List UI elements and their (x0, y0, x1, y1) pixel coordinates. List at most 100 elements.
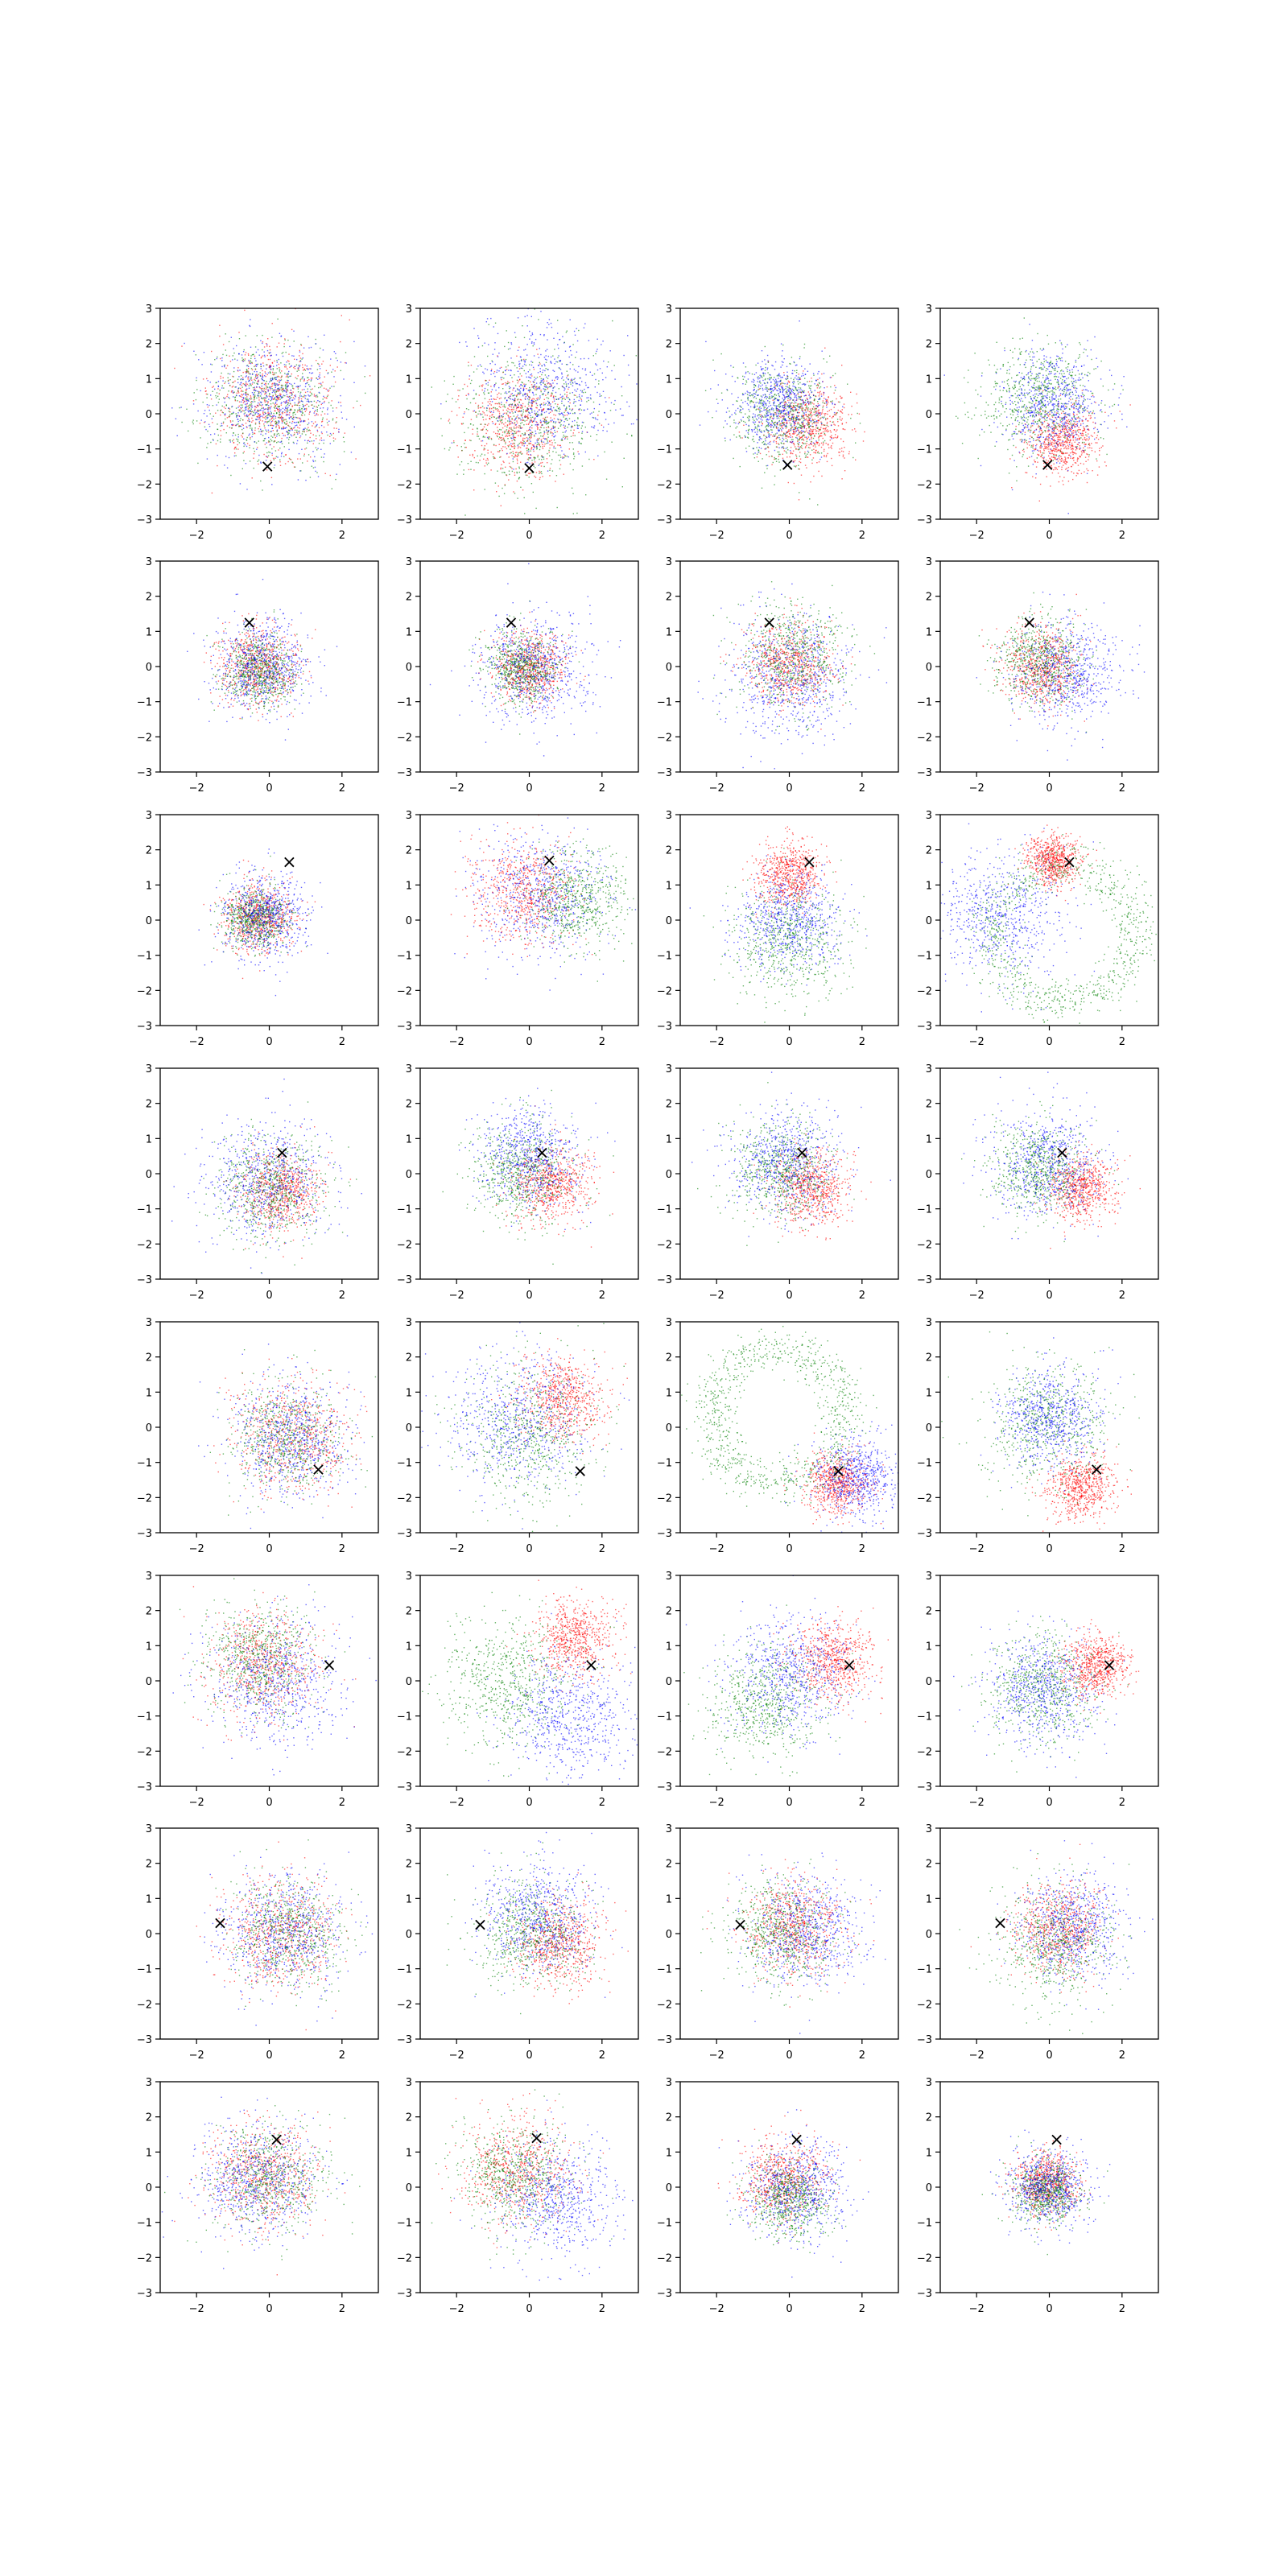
scatter-point (796, 415, 797, 416)
scatter-point (809, 434, 810, 435)
scatter-point (511, 468, 512, 469)
scatter-point (537, 424, 538, 425)
scatter-point (518, 446, 519, 447)
scatter-point (327, 396, 328, 397)
scatter-point (769, 374, 770, 375)
scatter-point (794, 443, 795, 444)
scatter-point (258, 397, 259, 398)
scatter-point (256, 443, 257, 444)
scatter-point (250, 413, 251, 414)
scatter-point (478, 407, 479, 408)
scatter-point (526, 354, 527, 355)
scatter-point (776, 458, 777, 459)
scatter-point (242, 379, 243, 380)
scatter-point (534, 355, 535, 356)
scatter-point (793, 451, 794, 452)
scatter-point (272, 323, 273, 324)
scatter-point (516, 432, 517, 433)
scatter-point (578, 432, 579, 433)
scatter-point (463, 417, 464, 418)
scatter-point (468, 362, 469, 363)
scatter-point (239, 338, 240, 339)
scatter-point (510, 427, 511, 428)
scatter-point (264, 409, 265, 410)
scatter-point (285, 390, 286, 391)
scatter-point (344, 451, 345, 452)
scatter-point (263, 397, 264, 398)
scatter-point (236, 413, 237, 414)
scatter-point (843, 441, 844, 442)
scatter-point (537, 388, 538, 389)
scatter-point (488, 382, 489, 383)
x-tick-label: 2 (339, 530, 345, 542)
scatter-point (537, 456, 538, 457)
scatter-point (816, 422, 817, 423)
scatter-point (238, 421, 239, 422)
scatter-point (213, 416, 214, 417)
scatter-point (807, 421, 808, 422)
scatter-point (594, 408, 595, 409)
scatter-point (325, 473, 326, 474)
scatter-point (547, 369, 548, 370)
scatter-point (798, 446, 799, 447)
scatter-point (527, 418, 528, 419)
scatter-point (827, 461, 828, 462)
scatter-point (299, 424, 300, 425)
scatter-point (316, 413, 317, 414)
scatter-point (236, 394, 237, 395)
scatter-point (537, 411, 538, 412)
scatter-point (811, 437, 812, 438)
scatter-point (287, 402, 288, 403)
scatter-point (555, 377, 556, 378)
scatter-point (484, 373, 485, 374)
scatter-point (469, 455, 470, 456)
scatter-point (308, 454, 309, 455)
scatter-point (298, 375, 299, 376)
scatter-point (304, 448, 305, 449)
scatter-point (463, 474, 464, 475)
scatter-point (245, 444, 246, 445)
scatter-point (223, 422, 224, 423)
scatter-point (840, 419, 841, 420)
scatter-point (268, 421, 269, 422)
scatter-point (243, 372, 244, 373)
scatter-point (817, 401, 818, 402)
scatter-point (539, 444, 540, 445)
scatter-point (254, 430, 255, 431)
scatter-point (250, 358, 251, 359)
scatter-point (806, 467, 807, 468)
scatter-point (600, 368, 601, 369)
scatter-point (560, 414, 561, 415)
scatter-point (272, 398, 273, 399)
scatter-point (610, 410, 611, 411)
scatter-point (568, 424, 569, 425)
scatter-point (552, 380, 553, 381)
scatter-point (228, 407, 229, 408)
scatter-point (312, 408, 313, 409)
scatter-point (482, 406, 483, 407)
scatter-point (563, 416, 564, 417)
scatter-point (577, 424, 578, 425)
scatter-point (586, 401, 587, 402)
scatter-point (557, 376, 558, 377)
scatter-point (783, 372, 784, 373)
scatter-point (814, 414, 815, 415)
scatter-point (624, 458, 625, 459)
scatter-point (313, 461, 314, 462)
scatter-point (294, 395, 295, 396)
scatter-point (243, 443, 244, 444)
scatter-point (492, 361, 493, 362)
scatter-point (846, 422, 847, 423)
scatter-point (487, 425, 488, 426)
scatter-point (338, 429, 339, 430)
scatter-point (289, 398, 290, 399)
scatter-point (214, 389, 215, 390)
scatter-point (305, 369, 306, 370)
scatter-point (562, 396, 563, 397)
scatter-point (520, 487, 521, 488)
scatter-point (508, 405, 509, 406)
scatter-point (542, 462, 543, 463)
scatter-point (277, 319, 278, 320)
scatter-point (261, 366, 262, 367)
scatter-point (278, 433, 279, 434)
